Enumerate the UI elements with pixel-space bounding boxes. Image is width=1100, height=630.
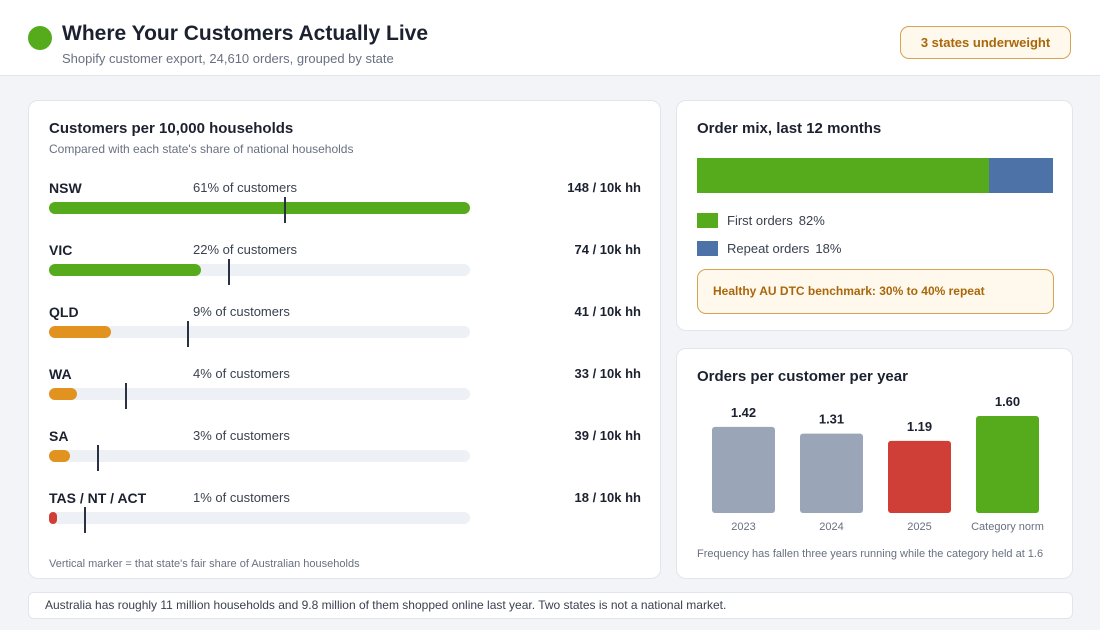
household-share-marker <box>187 321 190 347</box>
state-bar-track <box>49 264 470 276</box>
household-share-marker <box>124 383 127 409</box>
state-bar-fill <box>49 202 470 214</box>
state-row-5: TAS / NT / ACT 1% of customers 18 / 10k hh <box>49 490 641 533</box>
state-name: VIC <box>49 242 73 258</box>
state-row-1: VIC 22% of customers 74 / 10k hh <box>49 242 641 285</box>
order-mix-card: Order mix, last 12 months First orders 82… <box>676 100 1073 331</box>
freq-value-label-0: 1.42 <box>731 405 756 420</box>
state-share-label: 1% of customers <box>193 490 290 505</box>
freq-category-label-0: 2023 <box>731 521 755 533</box>
freq-value-label-3: 1.60 <box>995 394 1020 409</box>
freq-card-title: Orders per customer per year <box>697 368 908 385</box>
state-bar-fill <box>49 326 112 338</box>
freq-category-label-3: Category norm <box>971 521 1044 533</box>
legend-value-repeat: 18% <box>815 241 842 256</box>
order-mix-segment-1 <box>988 158 1053 193</box>
state-rate-label: 148 / 10k hh <box>567 180 641 195</box>
page-header: Where Your Customers Actually Live Shopi… <box>0 0 1100 76</box>
order-frequency-card: Orders per customer per year 1.42 2023 1.3… <box>676 348 1073 579</box>
state-row-2: QLD 9% of customers 41 / 10k hh <box>49 304 641 347</box>
household-share-marker <box>83 507 86 533</box>
state-rate-label: 18 / 10k hh <box>574 490 641 505</box>
bottom-context-note: Australia has roughly 11 million househo… <box>28 592 1073 619</box>
freq-card-footnote: Frequency has fallen three years running… <box>697 548 1044 560</box>
state-name: NSW <box>49 180 82 196</box>
frequency-bar-chart: 1.42 2023 1.31 2024 1.19 2025 1.60 Category nor… <box>712 394 1044 533</box>
state-rate-label: 33 / 10k hh <box>574 366 641 381</box>
state-card-subtitle: Compared with each state's share of nati… <box>49 142 354 156</box>
household-share-marker <box>97 445 100 471</box>
state-share-label: 4% of customers <box>193 366 290 381</box>
page-title: Where Your Customers Actually Live <box>62 22 429 45</box>
state-distribution-card: Customers per 10,000 households Compared… <box>28 100 661 579</box>
freq-bar-0 <box>712 426 775 513</box>
state-bar-fill <box>49 388 77 400</box>
freq-value-label-2: 1.19 <box>907 419 932 434</box>
state-rate-label: 39 / 10k hh <box>574 428 641 443</box>
freq-category-label-1: 2024 <box>819 521 843 533</box>
order-mix-segment-0 <box>697 158 989 193</box>
legend-value-first: 82% <box>798 213 825 228</box>
state-name: SA <box>49 428 69 444</box>
household-share-marker <box>283 197 286 223</box>
freq-bar-2 <box>888 440 951 513</box>
state-bar-track <box>49 450 470 462</box>
state-name: TAS / NT / ACT <box>49 490 147 506</box>
brand-logo-dot <box>28 26 52 50</box>
state-bar-track <box>49 326 470 338</box>
state-row-4: SA 3% of customers 39 / 10k hh <box>49 428 641 471</box>
freq-category-label-2: 2025 <box>907 521 931 533</box>
mix-card-title: Order mix, last 12 months <box>697 120 882 137</box>
underweight-badge: 3 states underweight <box>900 26 1071 59</box>
legend-swatch-repeat <box>697 241 718 256</box>
legend-label-first: First orders <box>727 213 793 228</box>
repeat-benchmark-callout: Healthy AU DTC benchmark: 30% to 40% rep… <box>697 269 1054 314</box>
freq-value-label-1: 1.31 <box>819 412 844 427</box>
state-bar-track <box>49 388 470 400</box>
state-card-footnote: Vertical marker = that state's fair shar… <box>49 558 360 570</box>
state-share-label: 22% of customers <box>193 242 298 257</box>
freq-bar-1 <box>800 433 863 513</box>
state-bar-track <box>49 512 470 524</box>
household-share-marker <box>228 259 231 285</box>
legend-label-repeat: Repeat orders <box>727 241 810 256</box>
state-row-0: NSW 61% of customers 148 / 10k hh <box>49 180 641 223</box>
freq-bar-3 <box>976 416 1039 513</box>
state-row-3: WA 4% of customers 33 / 10k hh <box>49 366 641 409</box>
state-rate-label: 41 / 10k hh <box>574 304 641 319</box>
state-name: QLD <box>49 304 79 320</box>
order-mix-stacked-bar <box>697 158 1053 193</box>
state-name: WA <box>49 366 72 382</box>
state-card-title: Customers per 10,000 households <box>49 120 294 137</box>
page-subtitle: Shopify customer export, 24,610 orders, … <box>62 51 394 66</box>
state-share-label: 61% of customers <box>193 180 298 195</box>
state-bar-track <box>49 202 470 214</box>
state-share-label: 3% of customers <box>193 428 290 443</box>
state-rate-label: 74 / 10k hh <box>574 242 641 257</box>
legend-swatch-first <box>697 213 718 228</box>
state-share-label: 9% of customers <box>193 304 290 319</box>
state-bar-fill <box>49 512 57 524</box>
state-bar-fill <box>49 450 70 462</box>
state-bar-fill <box>49 264 201 276</box>
